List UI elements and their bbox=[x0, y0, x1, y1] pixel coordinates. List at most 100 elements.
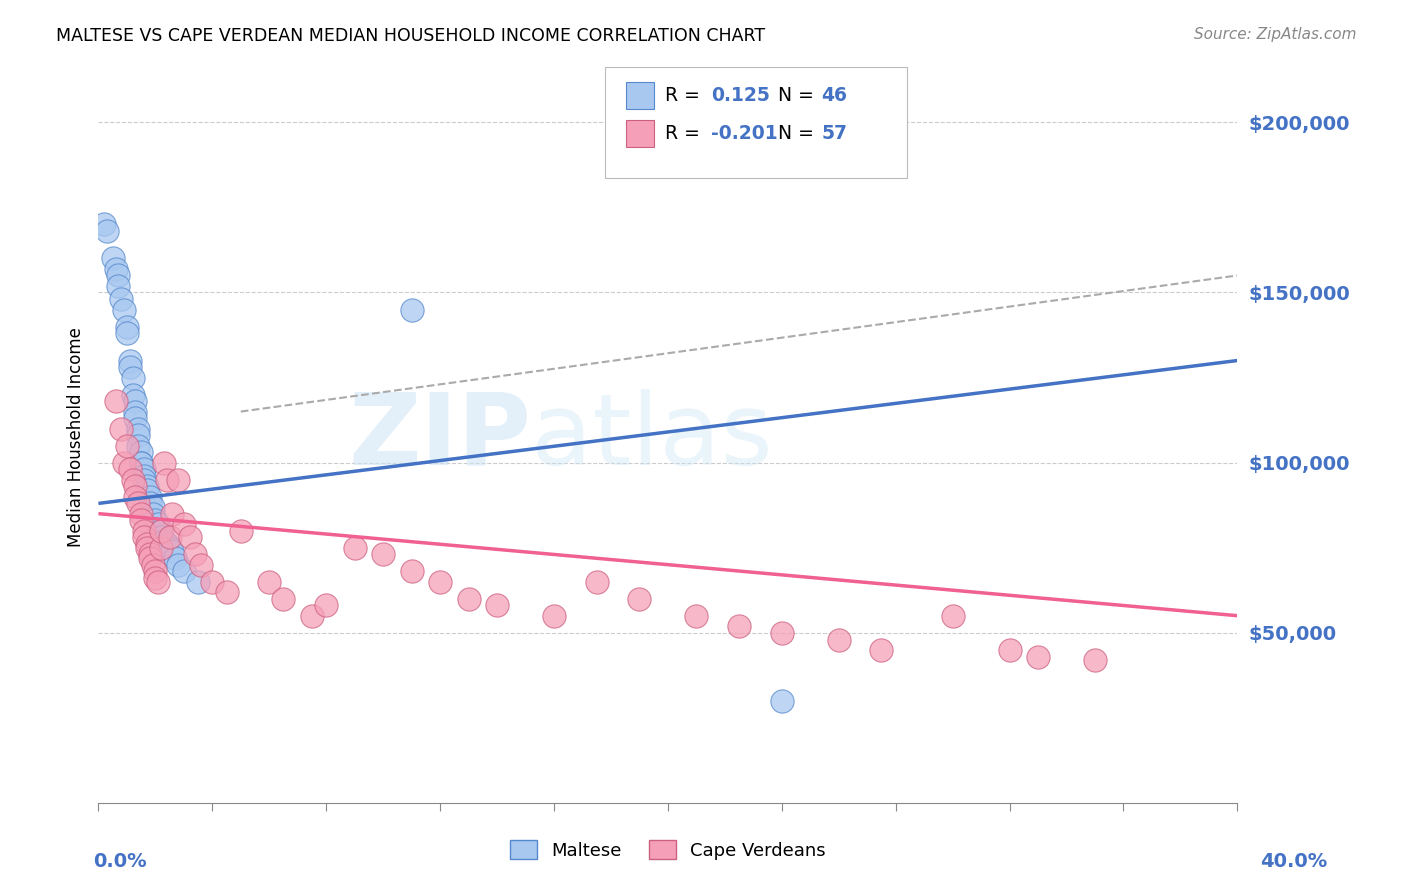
Point bbox=[159, 531, 181, 545]
Point bbox=[138, 496, 160, 510]
Point bbox=[373, 548, 395, 562]
Point bbox=[121, 370, 143, 384]
Point bbox=[187, 574, 209, 589]
Point bbox=[156, 537, 179, 551]
Point bbox=[104, 261, 127, 276]
Point bbox=[118, 353, 141, 368]
Point bbox=[145, 571, 167, 585]
Point bbox=[150, 541, 173, 555]
Point bbox=[132, 473, 155, 487]
Text: ZIP: ZIP bbox=[349, 389, 531, 485]
Point bbox=[150, 524, 173, 538]
Point bbox=[162, 507, 184, 521]
Point bbox=[165, 550, 187, 565]
Point bbox=[273, 591, 295, 606]
Point bbox=[148, 574, 170, 589]
Point bbox=[190, 558, 212, 572]
Point bbox=[401, 565, 423, 579]
Point bbox=[728, 619, 751, 633]
Point bbox=[141, 558, 163, 572]
Point bbox=[315, 599, 337, 613]
Point bbox=[135, 483, 157, 497]
Point bbox=[132, 531, 155, 545]
Point bbox=[828, 632, 851, 647]
Point bbox=[162, 544, 184, 558]
Point bbox=[101, 252, 124, 266]
Point bbox=[124, 404, 146, 418]
Point bbox=[138, 550, 160, 565]
Y-axis label: Median Household Income: Median Household Income bbox=[66, 327, 84, 547]
Text: R =: R = bbox=[665, 124, 706, 144]
Legend: Maltese, Cape Verdeans: Maltese, Cape Verdeans bbox=[502, 833, 834, 867]
Point bbox=[870, 642, 893, 657]
Point bbox=[110, 293, 132, 307]
Point bbox=[150, 531, 173, 545]
Point bbox=[145, 513, 167, 527]
Point bbox=[167, 558, 190, 572]
Point bbox=[1026, 649, 1049, 664]
Point bbox=[135, 479, 157, 493]
Point bbox=[141, 507, 163, 521]
Point bbox=[129, 456, 152, 470]
Point bbox=[107, 278, 129, 293]
Point bbox=[132, 524, 155, 538]
Point bbox=[132, 469, 155, 483]
Point bbox=[585, 574, 607, 589]
Text: MALTESE VS CAPE VERDEAN MEDIAN HOUSEHOLD INCOME CORRELATION CHART: MALTESE VS CAPE VERDEAN MEDIAN HOUSEHOLD… bbox=[56, 27, 765, 45]
Point bbox=[93, 218, 115, 232]
Point bbox=[115, 326, 138, 341]
Point bbox=[145, 565, 167, 579]
Point bbox=[457, 591, 479, 606]
Text: 0.125: 0.125 bbox=[711, 86, 770, 105]
Point bbox=[184, 548, 207, 562]
Point bbox=[104, 394, 127, 409]
Point bbox=[124, 490, 146, 504]
Point bbox=[141, 500, 163, 514]
Point bbox=[685, 608, 707, 623]
Point bbox=[127, 428, 149, 442]
Point bbox=[201, 574, 224, 589]
Point bbox=[215, 585, 238, 599]
Point bbox=[129, 513, 152, 527]
Point bbox=[179, 531, 201, 545]
Point bbox=[159, 541, 181, 555]
Point bbox=[259, 574, 281, 589]
Text: atlas: atlas bbox=[531, 389, 773, 485]
Point bbox=[343, 541, 366, 555]
Point bbox=[127, 496, 149, 510]
Point bbox=[150, 524, 173, 538]
Point bbox=[118, 462, 141, 476]
Point bbox=[401, 302, 423, 317]
Text: R =: R = bbox=[665, 86, 706, 105]
Point bbox=[301, 608, 323, 623]
Point bbox=[486, 599, 509, 613]
Point bbox=[153, 456, 176, 470]
Point bbox=[138, 490, 160, 504]
Text: 57: 57 bbox=[821, 124, 846, 144]
Point bbox=[135, 537, 157, 551]
Text: Source: ZipAtlas.com: Source: ZipAtlas.com bbox=[1194, 27, 1357, 42]
Point bbox=[121, 473, 143, 487]
Point bbox=[129, 445, 152, 459]
Point bbox=[127, 421, 149, 435]
Point bbox=[156, 473, 179, 487]
Point bbox=[173, 565, 195, 579]
Point bbox=[112, 456, 135, 470]
Point bbox=[148, 516, 170, 531]
Point bbox=[770, 625, 793, 640]
Point bbox=[115, 439, 138, 453]
Point bbox=[429, 574, 451, 589]
Point bbox=[132, 462, 155, 476]
Point bbox=[118, 360, 141, 375]
Point bbox=[124, 394, 146, 409]
Point bbox=[110, 421, 132, 435]
Point bbox=[129, 456, 152, 470]
Point bbox=[153, 533, 176, 548]
Point bbox=[628, 591, 651, 606]
Point bbox=[112, 302, 135, 317]
Point bbox=[138, 548, 160, 562]
Point bbox=[942, 608, 965, 623]
Text: N =: N = bbox=[778, 86, 820, 105]
Point bbox=[167, 473, 190, 487]
Point bbox=[543, 608, 565, 623]
